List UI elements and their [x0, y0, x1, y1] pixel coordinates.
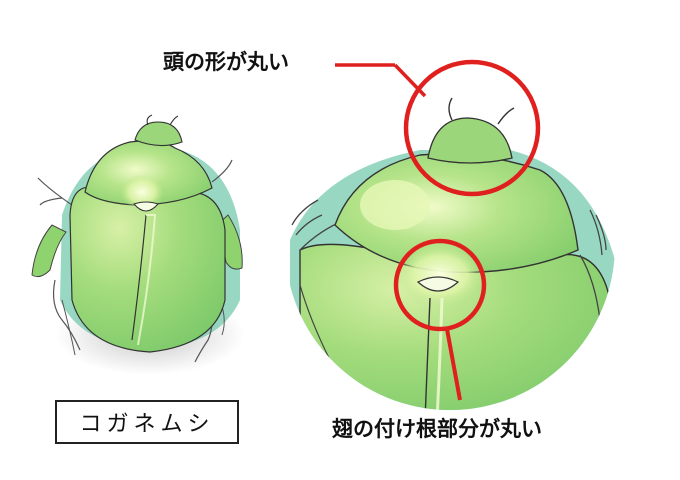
- insect-name-label: コガネムシ: [55, 400, 239, 444]
- beetle-full-illustration: [31, 114, 245, 375]
- callout-wing-base-text: 翅の付け根部分が丸い: [332, 417, 542, 441]
- zoom-leg-right-mark: [589, 209, 607, 256]
- callout-head-marker: [335, 59, 541, 197]
- insect-name-text: コガネムシ: [79, 412, 215, 437]
- callout-head-shape-text: 頭の形が丸い: [163, 50, 289, 74]
- beetle-zoom-illustration: [285, 80, 615, 410]
- zoom-leg-left-mark: [291, 199, 323, 236]
- callout-wing-marker: [393, 238, 487, 401]
